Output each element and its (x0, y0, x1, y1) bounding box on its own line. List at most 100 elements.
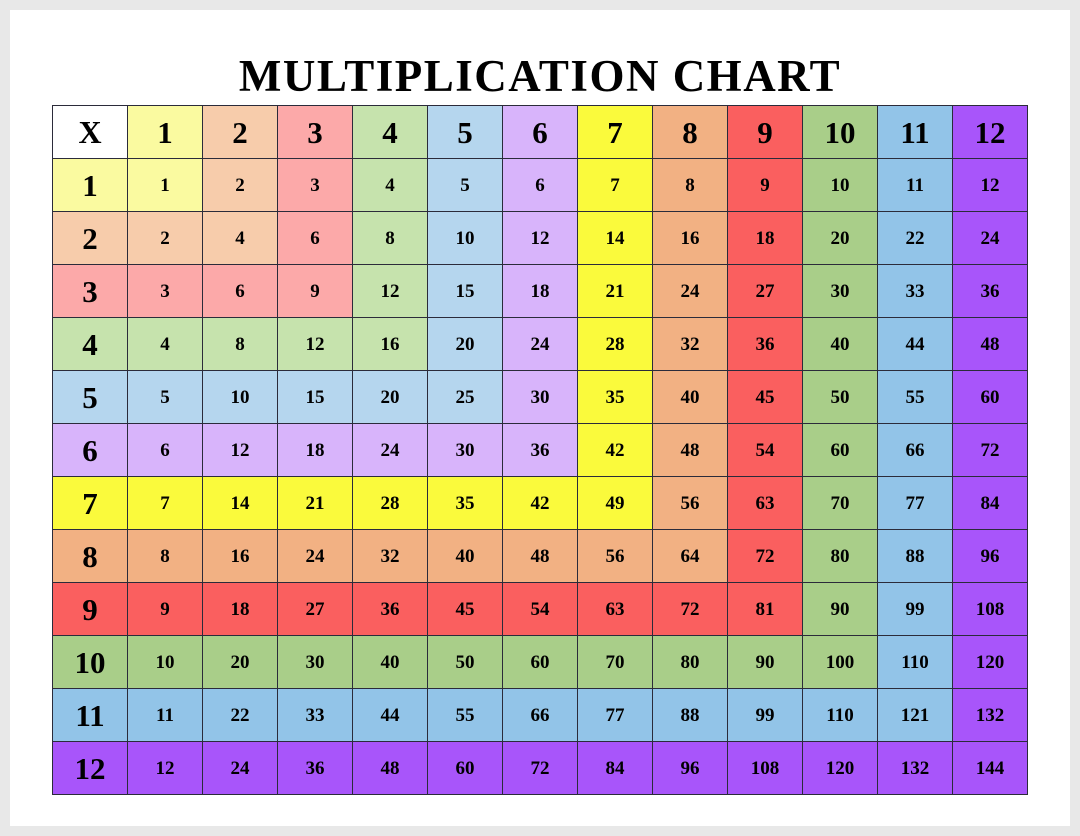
row-header-12: 12 (52, 741, 128, 795)
cell-1x10: 10 (802, 158, 878, 212)
cell-10x10: 100 (802, 635, 878, 689)
cell-7x1: 7 (127, 476, 203, 530)
cell-6x5: 30 (427, 423, 503, 477)
cell-6x11: 66 (877, 423, 953, 477)
cell-2x4: 8 (352, 211, 428, 265)
cell-9x1: 9 (127, 582, 203, 636)
cell-10x11: 110 (877, 635, 953, 689)
cell-2x6: 12 (502, 211, 578, 265)
cell-2x8: 16 (652, 211, 728, 265)
cell-5x11: 55 (877, 370, 953, 424)
cell-8x3: 24 (277, 529, 353, 583)
cell-4x7: 28 (577, 317, 653, 371)
column-header-12: 12 (952, 105, 1028, 159)
cell-1x12: 12 (952, 158, 1028, 212)
cell-10x5: 50 (427, 635, 503, 689)
row-header-7: 7 (52, 476, 128, 530)
cell-7x12: 84 (952, 476, 1028, 530)
cell-4x6: 24 (502, 317, 578, 371)
row-header-3: 3 (52, 264, 128, 318)
cell-3x4: 12 (352, 264, 428, 318)
column-header-7: 7 (577, 105, 653, 159)
cell-5x7: 35 (577, 370, 653, 424)
cell-7x11: 77 (877, 476, 953, 530)
cell-1x2: 2 (202, 158, 278, 212)
cell-10x1: 10 (127, 635, 203, 689)
cell-1x9: 9 (727, 158, 803, 212)
column-header-5: 5 (427, 105, 503, 159)
row-header-4: 4 (52, 317, 128, 371)
cell-9x3: 27 (277, 582, 353, 636)
cell-10x7: 70 (577, 635, 653, 689)
row-header-2: 2 (52, 211, 128, 265)
cell-2x3: 6 (277, 211, 353, 265)
cell-3x3: 9 (277, 264, 353, 318)
table-header-row: X 1 2 3 4 5 6 7 8 9 10 11 12 (52, 105, 1028, 159)
cell-1x8: 8 (652, 158, 728, 212)
cell-5x5: 25 (427, 370, 503, 424)
cell-7x2: 14 (202, 476, 278, 530)
cell-11x4: 44 (352, 688, 428, 742)
cell-12x7: 84 (577, 741, 653, 795)
cell-1x6: 6 (502, 158, 578, 212)
column-header-11: 11 (877, 105, 953, 159)
row-header-9: 9 (52, 582, 128, 636)
cell-11x7: 77 (577, 688, 653, 742)
cell-9x10: 90 (802, 582, 878, 636)
cell-12x9: 108 (727, 741, 803, 795)
cell-2x12: 24 (952, 211, 1028, 265)
cell-8x1: 8 (127, 529, 203, 583)
cell-6x8: 48 (652, 423, 728, 477)
cell-9x11: 99 (877, 582, 953, 636)
cell-11x2: 22 (202, 688, 278, 742)
cell-9x2: 18 (202, 582, 278, 636)
cell-11x3: 33 (277, 688, 353, 742)
cell-8x10: 80 (802, 529, 878, 583)
cell-9x8: 72 (652, 582, 728, 636)
cell-11x9: 99 (727, 688, 803, 742)
cell-8x7: 56 (577, 529, 653, 583)
cell-2x7: 14 (577, 211, 653, 265)
column-header-2: 2 (202, 105, 278, 159)
cell-4x9: 36 (727, 317, 803, 371)
cell-7x7: 49 (577, 476, 653, 530)
cell-3x9: 27 (727, 264, 803, 318)
cell-10x9: 90 (727, 635, 803, 689)
table-row: 5 5 10 15 20 25 30 35 40 45 50 55 60 (52, 370, 1028, 424)
cell-12x4: 48 (352, 741, 428, 795)
cell-2x2: 4 (202, 211, 278, 265)
cell-7x10: 70 (802, 476, 878, 530)
column-header-9: 9 (727, 105, 803, 159)
cell-5x9: 45 (727, 370, 803, 424)
cell-7x5: 35 (427, 476, 503, 530)
cell-4x10: 40 (802, 317, 878, 371)
cell-3x1: 3 (127, 264, 203, 318)
cell-10x8: 80 (652, 635, 728, 689)
cell-6x9: 54 (727, 423, 803, 477)
cell-6x10: 60 (802, 423, 878, 477)
page-title: MULTIPLICATION CHART (238, 51, 842, 101)
cell-8x4: 32 (352, 529, 428, 583)
multiplication-table-wrapper: X 1 2 3 4 5 6 7 8 9 10 11 12 1 1 2 3 4 5 6 7 8 9 10 11 12 2 2 4 6 8 10 1… (52, 105, 1028, 795)
cell-11x12: 132 (952, 688, 1028, 742)
cell-7x8: 56 (652, 476, 728, 530)
cell-4x5: 20 (427, 317, 503, 371)
row-header-10: 10 (52, 635, 128, 689)
column-header-1: 1 (127, 105, 203, 159)
cell-8x5: 40 (427, 529, 503, 583)
table-row: 8 8 16 24 32 40 48 56 64 72 80 88 96 (52, 529, 1028, 583)
cell-6x4: 24 (352, 423, 428, 477)
column-header-3: 3 (277, 105, 353, 159)
cell-8x6: 48 (502, 529, 578, 583)
multiplication-table: X 1 2 3 4 5 6 7 8 9 10 11 12 1 1 2 3 4 5 6 7 8 9 10 11 12 2 2 4 6 8 10 1… (52, 105, 1028, 795)
table-row: 9 9 18 27 36 45 54 63 72 81 90 99 108 (52, 582, 1028, 636)
cell-5x4: 20 (352, 370, 428, 424)
cell-4x11: 44 (877, 317, 953, 371)
cell-7x6: 42 (502, 476, 578, 530)
table-row: 10 10 20 30 40 50 60 70 80 90 100 110 120 (52, 635, 1028, 689)
cell-5x8: 40 (652, 370, 728, 424)
cell-6x3: 18 (277, 423, 353, 477)
cell-3x8: 24 (652, 264, 728, 318)
cell-9x5: 45 (427, 582, 503, 636)
cell-12x3: 36 (277, 741, 353, 795)
